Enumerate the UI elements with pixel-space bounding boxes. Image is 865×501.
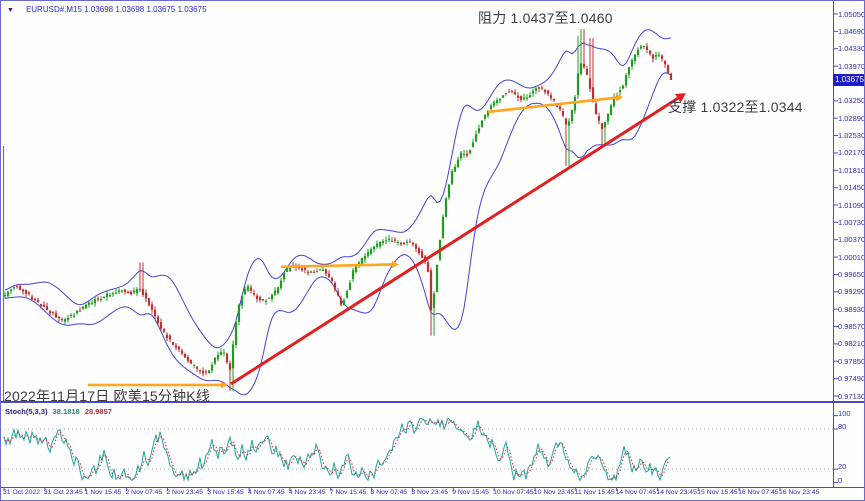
- time-tick-label: 15 Nov 15:45: [697, 489, 738, 496]
- price-tick-label: 0.97130: [838, 391, 865, 401]
- price-tick-label: 1.02890: [838, 113, 865, 123]
- price-tick-label: 1.03970: [838, 61, 865, 71]
- price-tick-label: 1.00010: [838, 252, 865, 262]
- price-tick-label: 1.04330: [838, 44, 865, 54]
- stoch-axis[interactable]: 100 80 20 0: [833, 402, 864, 488]
- price-tick-label: 0.99650: [838, 269, 865, 279]
- time-tick-label: 1 Nov 15:45: [84, 489, 122, 496]
- price-tick-label: 1.02170: [838, 148, 865, 158]
- time-tick-label: 11 Nov 15:45: [574, 489, 615, 496]
- time-tick-label: 2 Nov 07:45: [125, 489, 163, 496]
- stoch-main-value: 38.1818: [52, 407, 80, 416]
- time-tick-label: 16 Nov 07:45: [738, 489, 779, 496]
- time-tick-label: 16 Nov 23:45: [778, 489, 820, 496]
- stoch-signal-value: 28.9857: [84, 407, 112, 416]
- ohlc-header: ▼ EURUSD#,M15 1.03698 1.03698 1.03675 1.0…: [7, 5, 207, 14]
- time-tick-label: 10 Nov 23:45: [533, 489, 575, 496]
- chart-caption[interactable]: 2022年11月17日 欧美15分钟K线: [4, 388, 211, 404]
- time-tick-label: 31 Oct 23:45: [43, 489, 83, 496]
- price-tick-label: 0.98930: [838, 304, 865, 314]
- resistance-annotation[interactable]: 阻力 1.0437至1.0460: [478, 10, 613, 26]
- price-tick-label: 0.99290: [838, 287, 865, 297]
- price-tick-label: 1.04690: [838, 26, 865, 36]
- time-tick-label: 3 Nov 15:45: [207, 489, 244, 496]
- time-tick-label: 31 Oct 2022: [3, 489, 41, 496]
- time-tick-label: 2 Nov 23:45: [166, 489, 204, 496]
- price-tick-label: 1.01810: [838, 165, 865, 175]
- stoch-tick-label: 20: [838, 462, 847, 472]
- price-tick-label: 1.03250: [838, 96, 865, 106]
- stoch-tick-label: 100: [838, 408, 851, 418]
- stoch-tick-label: 0: [838, 475, 843, 485]
- symbol-ohlc-text: EURUSD#,M15 1.03698 1.03698 1.03675 1.03…: [25, 5, 207, 14]
- stoch-name: Stoch(5,3,3): [5, 407, 48, 416]
- stoch-indicator-label: Stoch(5,3,3) 38.1818 28.9857: [5, 407, 112, 416]
- support-annotation[interactable]: 支撑 1.0322至1.0344: [668, 99, 803, 115]
- price-tick-label: 0.97850: [838, 356, 865, 366]
- price-axis[interactable]: 1.050501.046901.043301.039701.036101.032…: [833, 1, 865, 401]
- stoch-tick-label: 80: [838, 421, 847, 431]
- time-tick-label: 14 Nov 23:45: [656, 489, 697, 496]
- price-tick-label: 1.02530: [838, 131, 865, 141]
- price-tick-label: 0.98210: [838, 339, 865, 349]
- current-price-box: 1.03675: [833, 74, 864, 87]
- price-tick-label: 1.05050: [838, 9, 865, 19]
- time-tick-label: 14 Nov 07:45: [615, 489, 657, 496]
- price-tick-label: 0.97490: [838, 374, 865, 384]
- time-tick-label: 8 Nov 23:45: [411, 489, 449, 496]
- time-tick-label: 7 Nov 15:45: [329, 489, 367, 496]
- price-tick-label: 1.00730: [838, 217, 865, 227]
- price-tick-label: 1.01450: [838, 183, 865, 193]
- price-tick-label: 1.01090: [838, 200, 865, 210]
- time-axis[interactable]: 31 Oct 2022 31 Oct 23:45 1 Nov 15:45 2 Nov …: [1, 488, 864, 500]
- time-tick-label: 4 Nov 07:45: [248, 489, 285, 496]
- price-tick-label: 1.00370: [838, 235, 865, 245]
- time-tick-label: 8 Nov 07:45: [370, 489, 408, 496]
- time-tick-label: 4 Nov 23:45: [288, 489, 326, 496]
- time-tick-label: 9 Nov 15:45: [452, 489, 489, 496]
- price-tick-label: 0.98570: [838, 322, 865, 332]
- time-tick-label: 10 Nov 07:45: [493, 489, 534, 496]
- collapse-triangle-icon[interactable]: ▼: [7, 7, 14, 14]
